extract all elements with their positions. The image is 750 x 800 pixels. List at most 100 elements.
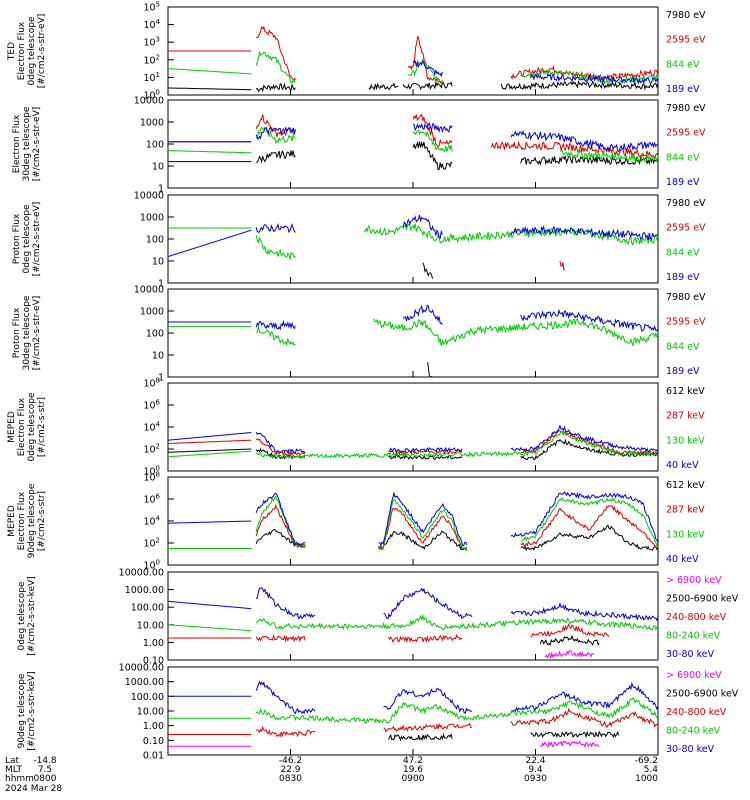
y-tick-label: 10000.00 <box>119 663 164 674</box>
series-line-blue <box>520 308 659 332</box>
x-tick-label-hhmm: 0930 <box>524 774 547 784</box>
y-tick-label: 1.00 <box>143 721 164 732</box>
x-tick-label-mlt: 9.4 <box>528 765 543 775</box>
y-tick-label: 0.10 <box>143 656 164 667</box>
series-line-blue <box>383 687 473 714</box>
panel-8: 0.01 0.10 1.00 10.00 100.00 1000.00 10000.00 90… <box>17 663 739 762</box>
series-line-blue <box>255 431 306 454</box>
legend-entry: 2595 eV <box>666 128 706 139</box>
legend-entry: 2500-6900 keV <box>666 689 739 700</box>
y-tick-label: 104 <box>143 421 160 434</box>
legend-entry: 130 keV <box>666 435 705 446</box>
series-line-blue <box>255 586 316 620</box>
series-line-red <box>255 725 316 738</box>
legend-entry: 2595 eV <box>666 223 706 234</box>
series-line-blue <box>255 126 296 140</box>
series-line-red <box>510 707 659 729</box>
y-tick-label: 106 <box>143 493 160 506</box>
legend-entry: 2500-6900 keV <box>666 594 739 605</box>
series-line-red <box>520 505 658 549</box>
series-line-blue <box>412 59 443 78</box>
series-line-black <box>500 80 659 91</box>
y-axis-label: 0deg telescope <box>22 204 32 274</box>
y-axis-label: [#/cm2-s-str] <box>37 397 47 457</box>
y-tick-label: 1000 <box>140 213 164 224</box>
legend-entry: 844 eV <box>666 59 700 70</box>
legend-entry: 80-240 keV <box>666 726 721 737</box>
series-line-blue <box>168 520 252 524</box>
y-tick-label: 1000.00 <box>125 585 164 596</box>
y-axis-label: [#/cm2-s-str-keV] <box>27 671 37 750</box>
series-line-blue <box>510 491 659 544</box>
y-axis-label: Electron Flux <box>17 491 27 550</box>
x-tick-label-hhmm: 0830 <box>279 774 302 784</box>
series-line-green <box>167 450 252 458</box>
panel-6: 100 102 104 106 108 MEPED Electron Flux 90deg t… <box>7 471 705 572</box>
y-axis-label: 30deg telescope <box>22 106 32 181</box>
series-line-blue <box>402 214 443 240</box>
panel-3: 1 10 100 1000 10000 Proton Flux 0deg telescope… <box>12 191 706 290</box>
y-tick-label: 103 <box>143 36 160 49</box>
y-axis-label: 0deg telescope <box>27 392 37 462</box>
series-line-blue <box>530 73 659 85</box>
y-axis-label: [#/cm2-s-str-eV] <box>32 202 42 277</box>
x-tick-label-lat: -14.8 <box>33 756 57 766</box>
series-line-magenta <box>544 650 595 659</box>
y-tick-label: 1 <box>158 373 164 384</box>
legend-entry: 7980 eV <box>666 10 706 21</box>
y-tick-label: 1 <box>158 279 164 290</box>
series-line-red <box>559 261 566 271</box>
y-tick-label: 1000 <box>140 307 164 318</box>
y-tick-label: 1.00 <box>143 638 164 649</box>
series-line-red <box>383 722 472 733</box>
x-tick-label-mlt: 7.5 <box>38 765 52 775</box>
y-axis-label: 90deg telescope <box>17 673 27 748</box>
y-tick-label: 10000 <box>134 191 164 202</box>
y-tick-label: 1000 <box>140 118 164 129</box>
y-tick-label: 0.10 <box>143 736 164 747</box>
y-tick-label: 104 <box>143 515 160 528</box>
legend-entry: 612 keV <box>666 480 705 491</box>
x-tick-label-mlt: 22.9 <box>280 765 300 775</box>
series-line-black <box>520 438 659 461</box>
legend-entry: > 6900 keV <box>666 575 722 586</box>
panel-7: 0.10 1.00 10.00 100.00 1000.00 10000.00 0deg t… <box>17 568 739 667</box>
series-line-red <box>378 507 468 550</box>
series-line-blue <box>388 447 463 454</box>
series-line-blue <box>510 681 659 713</box>
legend-entry: 7980 eV <box>666 292 706 303</box>
legend-entry: 189 eV <box>666 272 700 283</box>
series-line-blue <box>255 223 296 234</box>
series-line-blue <box>383 587 473 620</box>
series-line-red <box>407 35 443 85</box>
legend-entry: 189 eV <box>666 84 700 95</box>
series-line-blue <box>378 492 468 547</box>
x-tick-label-hhmm: 1000 <box>635 774 658 784</box>
series-line-blue <box>255 492 306 546</box>
x-tick-label-hhmm: 0900 <box>402 774 425 784</box>
legend-entry: 844 eV <box>666 341 700 352</box>
panel-2: 1 10 100 1000 10000 Electron Flux 30deg telesc… <box>12 96 706 195</box>
series-line-green <box>255 431 659 460</box>
series-line-black <box>520 524 659 552</box>
plot-frame <box>167 571 659 661</box>
legend-entry: 287 keV <box>666 505 705 516</box>
y-axis-label: Electron Flux <box>17 21 27 80</box>
series-line-blue <box>510 602 659 622</box>
y-tick-label: 1 <box>158 184 164 195</box>
series-line-black <box>378 530 468 551</box>
series-line-black <box>520 155 659 166</box>
y-axis-label: Proton Flux <box>12 307 22 358</box>
y-tick-label: 108 <box>143 471 160 484</box>
plot-frame <box>167 194 659 284</box>
y-axis-label: [#/cm2-s-str-keV] <box>27 576 37 655</box>
legend-entry: 2595 eV <box>666 35 706 46</box>
plot-frame <box>167 288 659 378</box>
series-line-blue <box>412 122 453 134</box>
y-axis-label: 0deg telescope <box>27 16 37 86</box>
y-axis-label: [#/cm2-s-str-eV] <box>37 14 47 89</box>
legend-entry: 189 eV <box>666 366 700 377</box>
y-axis-label: Electron Flux <box>17 397 27 456</box>
y-axis-label: 90deg telescope <box>27 483 37 558</box>
series-line-black <box>422 262 434 279</box>
